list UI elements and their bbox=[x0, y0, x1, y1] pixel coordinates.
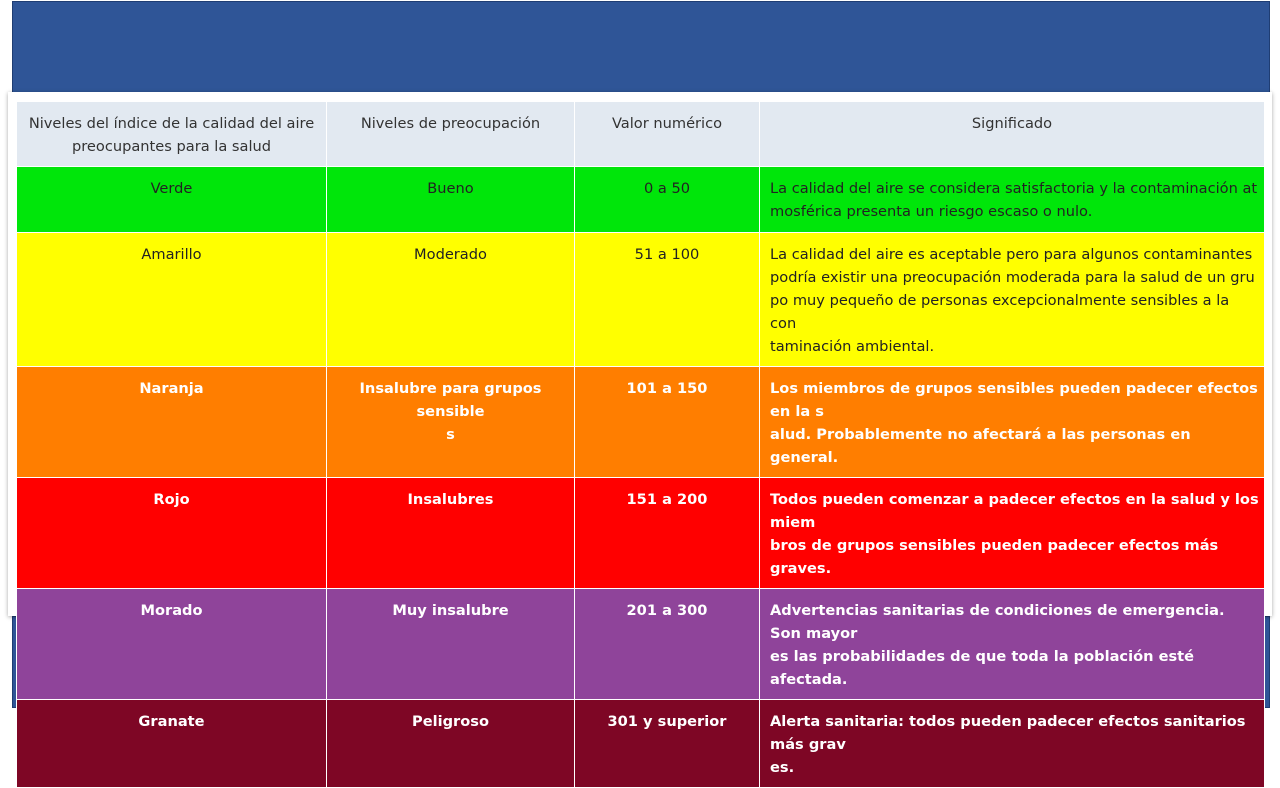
color-cell: Naranja bbox=[16, 366, 327, 478]
concern-cell: Muy insalubre bbox=[326, 588, 575, 700]
color-cell: Granate bbox=[16, 699, 327, 788]
aqi-table-card: Niveles del índice de la calidad del air… bbox=[8, 92, 1272, 788]
value-cell: 201 a 300 bbox=[574, 588, 760, 700]
value-cell: 301 y superior bbox=[574, 699, 760, 788]
concern-cell: Insalubre para grupos sensible s bbox=[326, 366, 575, 478]
meaning-cell: Los miembros de grupos sensibles pueden … bbox=[759, 366, 1265, 478]
header-meaning: Significado bbox=[759, 101, 1265, 167]
concern-cell: Moderado bbox=[326, 232, 575, 367]
meaning-cell: Alerta sanitaria: todos pueden padecer e… bbox=[759, 699, 1265, 788]
concern-cell: Insalubres bbox=[326, 477, 575, 589]
table-header-row: Niveles del índice de la calidad del air… bbox=[16, 101, 1265, 167]
header-concern-levels: Niveles de preocupación bbox=[326, 101, 575, 167]
aqi-table: Niveles del índice de la calidad del air… bbox=[16, 101, 1265, 788]
color-cell: Morado bbox=[16, 588, 327, 700]
meaning-cell: La calidad del aire se considera satisfa… bbox=[759, 166, 1265, 233]
table-row: Rojo Insalubres 151 a 200 Todos pueden come… bbox=[16, 477, 1265, 589]
table-row: Amarillo Moderado 51 a 100 La calidad del a… bbox=[16, 232, 1265, 367]
top-banner bbox=[12, 1, 1270, 95]
value-cell: 101 a 150 bbox=[574, 366, 760, 478]
table-row: Morado Muy insalubre 201 a 300 Advertencias… bbox=[16, 588, 1265, 700]
header-numeric-value: Valor numérico bbox=[574, 101, 760, 167]
color-cell: Verde bbox=[16, 166, 327, 233]
value-cell: 51 a 100 bbox=[574, 232, 760, 367]
meaning-cell: La calidad del aire es aceptable pero pa… bbox=[759, 232, 1265, 367]
meaning-cell: Todos pueden comenzar a padecer efectos … bbox=[759, 477, 1265, 589]
table-row: Verde Bueno 0 a 50 La calidad del aire se c… bbox=[16, 166, 1265, 233]
header-aqi-levels: Niveles del índice de la calidad del air… bbox=[16, 101, 327, 167]
color-cell: Amarillo bbox=[16, 232, 327, 367]
meaning-cell: Advertencias sanitarias de condiciones d… bbox=[759, 588, 1265, 700]
concern-cell: Peligroso bbox=[326, 699, 575, 788]
concern-cell: Bueno bbox=[326, 166, 575, 233]
value-cell: 0 a 50 bbox=[574, 166, 760, 233]
table-row: Granate Peligroso 301 y superior Alerta san… bbox=[16, 699, 1265, 788]
color-cell: Rojo bbox=[16, 477, 327, 589]
value-cell: 151 a 200 bbox=[574, 477, 760, 589]
